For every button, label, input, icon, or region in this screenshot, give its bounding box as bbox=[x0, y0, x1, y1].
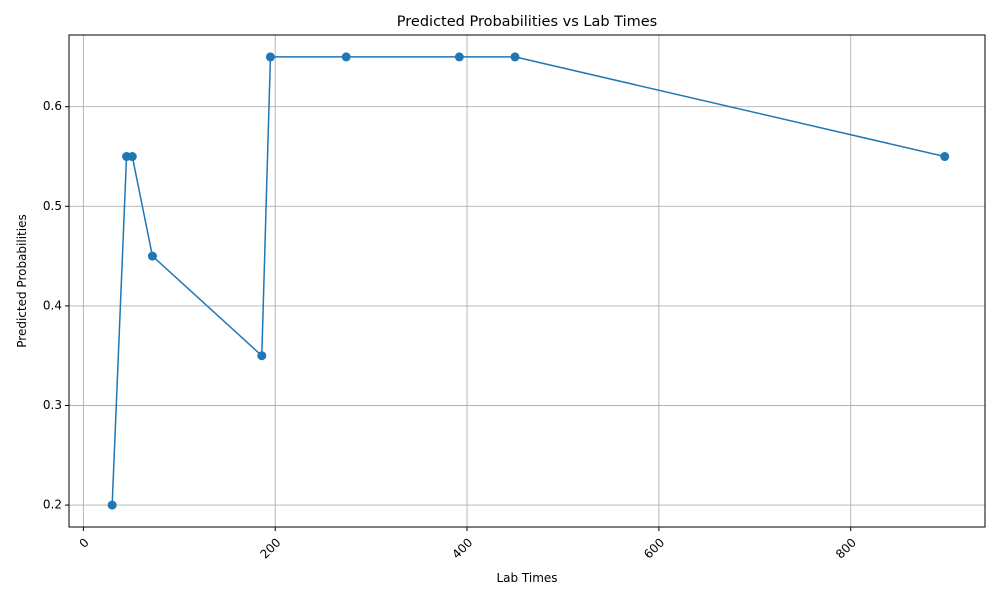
data-series bbox=[107, 52, 950, 510]
x-axis-label: Lab Times bbox=[496, 571, 557, 585]
plot-frame bbox=[68, 34, 986, 528]
data-point bbox=[127, 152, 137, 162]
data-point bbox=[510, 52, 520, 62]
y-tick-label: 0.2 bbox=[43, 498, 62, 512]
y-tick-label: 0.6 bbox=[43, 99, 62, 113]
y-tick-label: 0.3 bbox=[43, 398, 62, 412]
grid-lines bbox=[69, 35, 985, 527]
y-axis-label: Predicted Probabilities bbox=[15, 214, 29, 347]
data-point bbox=[341, 52, 351, 62]
y-tick-label: 0.4 bbox=[43, 298, 62, 312]
data-point bbox=[454, 52, 464, 62]
data-point bbox=[265, 52, 275, 62]
chart-title: Predicted Probabilities vs Lab Times bbox=[397, 14, 657, 30]
y-tick-label: 0.5 bbox=[43, 199, 62, 213]
data-point bbox=[107, 500, 117, 510]
y-axis-ticks: 0.2 0.3 0.4 0.5 0.6 bbox=[43, 99, 69, 512]
data-point bbox=[257, 351, 267, 361]
data-point bbox=[940, 152, 950, 162]
data-point bbox=[147, 251, 157, 261]
